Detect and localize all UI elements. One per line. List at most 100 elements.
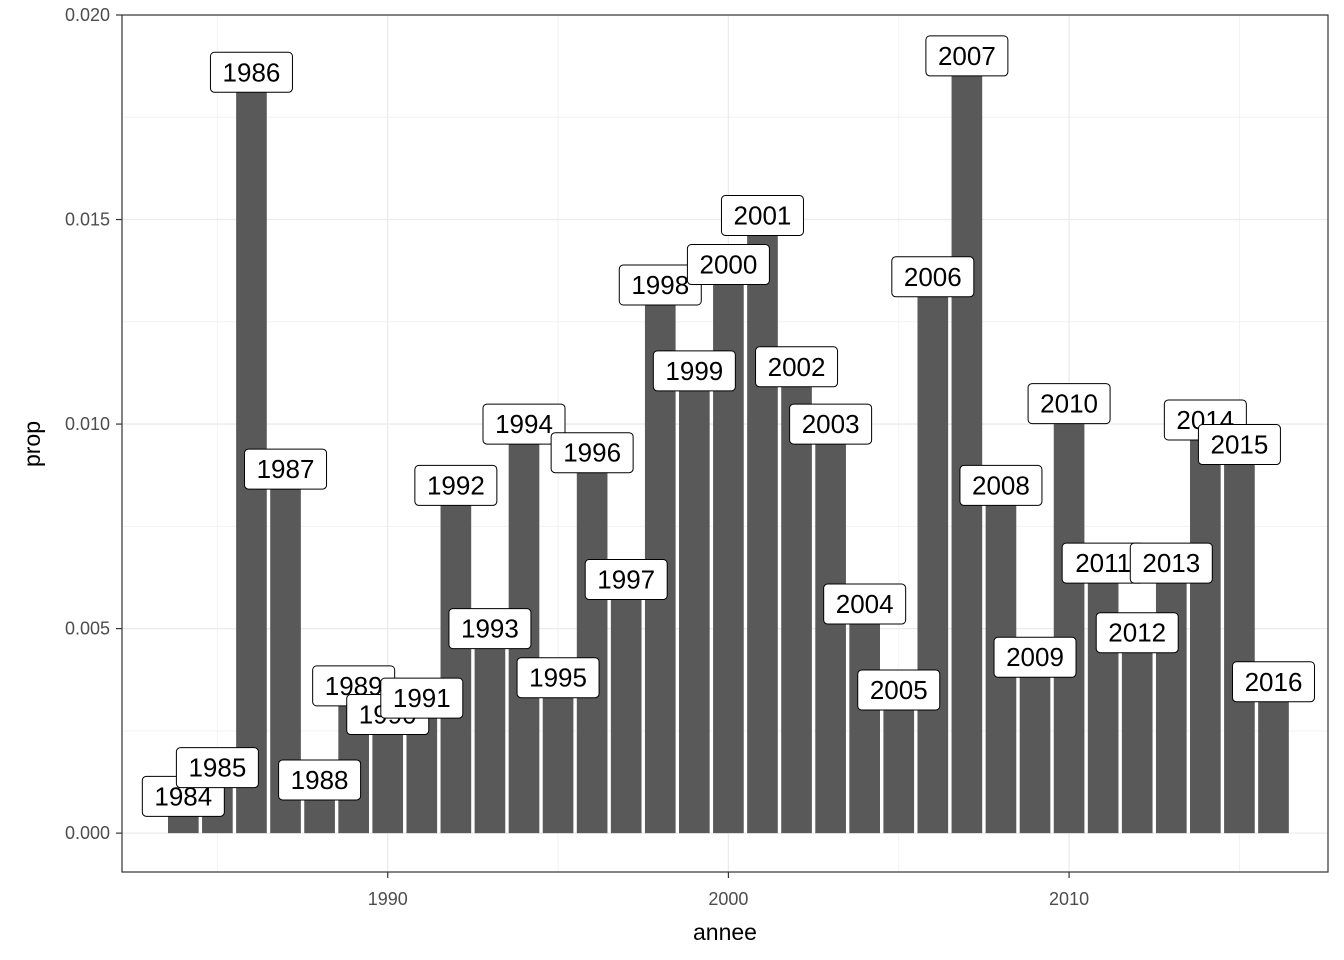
bar-label: 2004	[823, 583, 907, 625]
bar-label-text: 1997	[597, 565, 655, 595]
x-axis-title: annee	[693, 919, 757, 945]
bar-label-text: 2007	[938, 41, 996, 71]
bar-label: 1992	[414, 464, 498, 506]
x-tick-label: 2010	[1049, 889, 1089, 909]
bar-label: 2006	[891, 256, 975, 298]
bar-label: 2003	[789, 403, 873, 445]
bar	[542, 677, 574, 834]
bar-label: 1988	[278, 759, 362, 801]
bar-label-box	[1231, 661, 1315, 703]
bar-label-text: 1988	[291, 765, 349, 795]
bar-label-text: 1986	[223, 57, 281, 87]
bar-label-text: 1992	[427, 470, 485, 500]
bar-label-text: 1996	[563, 438, 621, 468]
bar-label: 1985	[175, 747, 259, 789]
bar-label-box	[720, 194, 804, 236]
bar	[747, 215, 778, 834]
bar-label-box	[414, 464, 498, 506]
x-axis: 1990 2000 2010	[368, 872, 1089, 909]
bar-label-text: 2010	[1040, 389, 1098, 419]
bar-label-box	[550, 432, 634, 474]
bar-label-text: 2013	[1142, 548, 1200, 578]
bar-label-text: 2001	[734, 200, 792, 230]
bar-label-text: 2005	[870, 675, 928, 705]
bar	[951, 55, 983, 834]
bar-label-box	[993, 636, 1077, 678]
bar	[610, 579, 642, 834]
bar-label: 1987	[244, 448, 328, 490]
bar-label: 2009	[993, 636, 1077, 678]
bar-label-text: 2003	[802, 409, 860, 439]
bar-label-box	[857, 669, 941, 711]
bar-label-text: 1987	[257, 454, 315, 484]
bar-label: 1999	[652, 350, 736, 392]
bar	[1155, 563, 1187, 834]
bar-label: 1994	[482, 403, 566, 445]
bar-label: 2015	[1197, 424, 1281, 466]
bar-label: 1996	[550, 432, 634, 474]
bar-label-box	[1027, 383, 1111, 425]
bar-label-box	[925, 35, 1009, 77]
bar-label-box	[584, 559, 668, 601]
bar	[713, 264, 744, 834]
bar-label: 2011	[1061, 542, 1145, 584]
bar-label: 2010	[1027, 383, 1111, 425]
bar-label-text: 1991	[393, 683, 451, 713]
bar-label: 2016	[1231, 661, 1315, 703]
bar-label-box	[652, 350, 736, 392]
bar-label: 2005	[857, 669, 941, 711]
y-tick-label: 0.020	[65, 5, 110, 25]
bar-label: 2007	[925, 35, 1009, 77]
y-tick-label: 0.005	[65, 619, 110, 639]
bar-label-box	[482, 403, 566, 445]
bar-label: 2002	[755, 346, 839, 388]
bar-label-box	[789, 403, 873, 445]
bar	[815, 424, 846, 834]
bar-label-box	[175, 747, 259, 789]
bar-label: 1998	[618, 264, 702, 306]
bar-label: 2012	[1095, 612, 1179, 654]
bar	[849, 604, 881, 834]
bar-label-text: 2016	[1245, 667, 1303, 697]
bar-label: 2001	[720, 194, 804, 236]
bar-label-text: 2011	[1075, 548, 1131, 578]
bar-label-box	[209, 51, 293, 93]
bar-label-text: 1998	[631, 270, 689, 300]
bar	[883, 689, 915, 834]
bar-label: 2008	[959, 464, 1043, 506]
plot-panel-border	[121, 14, 1329, 873]
bar-label: 2000	[686, 244, 770, 286]
bar	[1121, 632, 1153, 834]
bar	[440, 485, 472, 834]
bar-label: 1986	[209, 51, 293, 93]
bar-label-box	[755, 346, 839, 388]
bar-label-text: 1995	[529, 663, 587, 693]
bar-label-text: 2002	[768, 352, 826, 382]
bar	[1190, 419, 1221, 834]
bar-label-text: 1985	[188, 753, 246, 783]
bar	[1087, 563, 1119, 834]
bar-label-box	[448, 608, 532, 650]
bar-label-text: 2015	[1211, 430, 1269, 460]
bar	[1019, 657, 1051, 834]
y-axis-title: prop	[19, 421, 45, 467]
bar-label: 2013	[1129, 542, 1213, 584]
bar-label-text: 2009	[1006, 642, 1064, 672]
bar	[474, 628, 506, 834]
bar-label-text: 1999	[665, 356, 723, 386]
bar-label-text: 2000	[699, 250, 757, 280]
bar-label-box	[1197, 424, 1281, 466]
bar-label: 1991	[380, 677, 464, 719]
x-tick-label: 2000	[708, 889, 748, 909]
bar	[576, 452, 608, 834]
bar-label-box	[823, 583, 907, 625]
bar-label-text: 2006	[904, 262, 962, 292]
bar	[1224, 444, 1255, 834]
bar	[1053, 403, 1085, 834]
bar-label-text: 2012	[1108, 618, 1166, 648]
bar-label-text: 2008	[972, 470, 1030, 500]
bar-label-box	[380, 677, 464, 719]
y-axis: 0.000 0.005 0.010 0.015 0.020	[65, 5, 122, 843]
bar	[679, 370, 710, 834]
